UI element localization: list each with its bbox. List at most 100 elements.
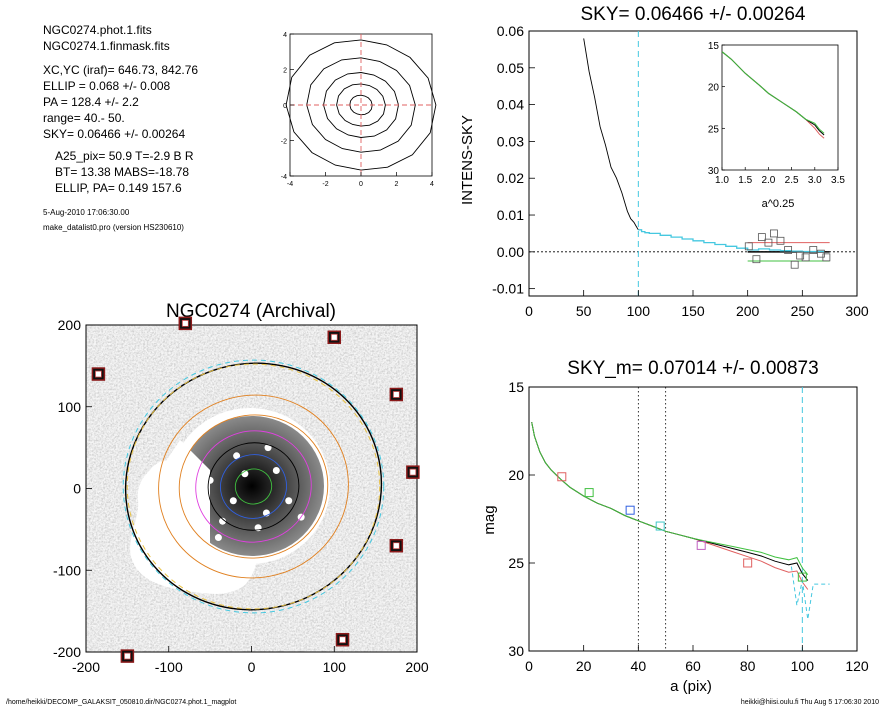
isophote-ellipse [158,394,349,579]
sky-sample-square [796,251,805,260]
sky-sample-square [744,242,753,251]
contour-ytick-label: -4 [281,174,287,181]
mag-xtick-label: 80 [740,658,756,674]
mag-curve-cyan [790,566,830,620]
info-line: range= 40.- 50. [43,111,125,125]
mag-square-marker [655,521,665,531]
inset-xtick-label: 2.5 [785,175,799,186]
info-line: SKY= 0.06466 +/- 0.00264 [43,127,185,141]
star-mask [264,444,272,452]
image-ticks: -200 -100 0 100 200 200 100 0 -100 -200 [53,317,429,675]
sky-sample-square [757,233,766,242]
info-line: BT= 13.38 MABS=-18.78 [55,165,189,179]
image-ytick-label: -200 [53,644,81,660]
mag-frame [528,386,858,652]
mag-curve-green [531,422,809,576]
mag-marks [531,387,830,651]
sky-profile-fit [638,229,825,253]
inset-xtick-label: 3.0 [808,175,822,186]
info-line: A25_pix= 50.9 T=-2.9 B R [55,149,194,163]
mag-ytick-label: 30 [508,643,524,659]
masked-star-marker [181,319,189,327]
mag-square-marker [625,505,635,515]
sky-ytick-label: 0.04 [497,97,524,113]
isophote-ellipse [220,454,287,519]
mag-title: SKY_m= 0.07014 +/- 0.00873 [567,358,818,379]
mag-square-marker [797,572,807,582]
contour-xtick-label: 0 [359,181,363,188]
mag-xtick-label: 0 [525,658,533,674]
mag-xtick-label: 20 [576,658,592,674]
star-mask [206,476,214,484]
timestamp: 5-Aug-2010 17:06:30.00 [43,208,130,217]
mag-ylabel: mag [481,505,498,534]
sky-sample-square [752,255,761,264]
image-xtick-label: 200 [405,659,429,675]
image-ytick-label: 100 [58,399,82,415]
sky-title: SKY= 0.06466 +/- 0.00264 [580,4,805,25]
inset-xlabel: a^0.25 [762,198,795,210]
sky-ytick-label: 0.05 [497,60,524,76]
sky-profile [583,38,639,231]
contour-ytick-label: -2 [281,139,287,146]
info-block: NGC0274.phot.1.fits NGC0274.1.finmask.fi… [43,23,198,232]
sky-ytick-label: -0.01 [492,281,524,297]
inset-ytick-label: 15 [708,41,720,52]
masked-star-marker [95,370,102,378]
sky-xtick-label: 50 [576,303,592,319]
info-line: PA = 128.4 +/- 2.2 [43,95,139,109]
mag-curve-red [531,422,809,590]
info-line: XC,YC (iraf)= 646.73, 842.76 [43,63,198,77]
inset-xtick-label: 2.0 [761,175,775,186]
sky-panel: SKY= 0.06466 +/- 0.00264 INTENS-SKY 0 50 1… [459,4,869,319]
sky-xtick-label: 150 [681,303,705,319]
star-mask [233,452,241,460]
sky-ytick-label: 0.02 [497,170,524,186]
image-xtick-label: 100 [323,659,347,675]
contour-xtick-label: 4 [430,181,434,188]
info-line: ELLIP = 0.068 +/- 0.008 [43,79,171,93]
mag-square-marker [584,488,594,498]
image-markers [91,316,420,663]
contour-panel: -4 -2 0 2 4 4 2 0 -2 -4 [281,32,437,188]
masked-star-marker [409,468,417,476]
galaxy-mask-wedge [160,440,210,560]
isophote-ellipse [234,468,273,505]
inset-xtick-label: 1.5 [738,175,752,186]
star-mask [214,534,222,542]
inset-ytick-label: 25 [708,124,720,135]
sky-ytick-label: 0.00 [497,244,524,260]
mag-square-marker [696,540,706,550]
inset-xtick-label: 3.5 [831,175,845,186]
sky-xtick-label: 200 [736,303,760,319]
sky-xtick-label: 300 [845,303,869,319]
sky-sample-square [790,260,799,269]
galaxy-image [86,325,417,652]
contour-xtick-label: 2 [395,181,399,188]
image-ytick-label: 200 [58,317,82,333]
sky-xtick-label: 100 [627,303,651,319]
image-panel: NGC0274 (Archival) -200 -100 0 100 200 200 100… [53,301,429,675]
masked-star-marker [123,652,131,660]
inset-marks [721,51,825,139]
inset-curve-green [721,51,825,134]
star-mask [229,497,237,505]
footer-path: /home/heikki/DECOMP_GALAKSIT_050810.dir/… [6,699,236,706]
image-ytick-label: -100 [53,562,81,578]
sky-sample-square [809,246,818,254]
masked-star-marker [392,391,400,398]
mag-ytick-label: 15 [508,379,524,395]
image-ytick-label: 0 [73,481,81,497]
star-mask [272,467,280,475]
image-xtick-label: -200 [72,659,100,675]
isophote-ellipse [195,430,312,543]
info-line: NGC0274.phot.1.fits [43,23,152,37]
sky-sample-square [770,229,778,238]
contour-xtick-label: -2 [322,181,328,188]
sky-range-ellipse [126,363,381,610]
isophote-ellipse [178,414,329,559]
sky-sample-square [822,253,831,262]
sky-sample-square [784,246,793,254]
mag-ticks: 0 20 40 60 80 100 120 15 20 25 30 [508,379,868,674]
mag-xtick-label: 40 [631,658,647,674]
